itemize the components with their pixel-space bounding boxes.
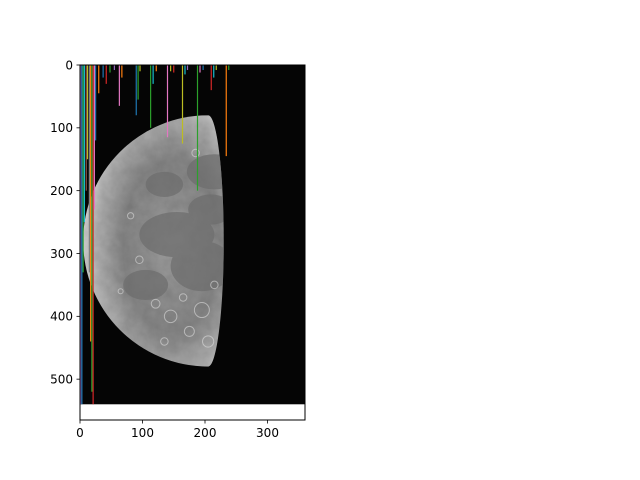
y-tick-label-300: 300	[50, 247, 73, 261]
y-tick-label-100: 100	[50, 121, 73, 135]
y-tick-label-400: 400	[50, 310, 73, 324]
y-tick-label-0: 0	[65, 58, 73, 72]
y-axis: 0 100 200 300 400 500	[50, 58, 80, 386]
overlay-lines	[80, 65, 230, 405]
x-axis: 0 100 200 300	[76, 420, 279, 440]
y-tick-label-500: 500	[50, 372, 73, 386]
axes-frame	[79, 64, 306, 421]
x-tick-label-200: 200	[194, 426, 217, 440]
x-tick-label-100: 100	[131, 426, 154, 440]
x-tick-label-300: 300	[256, 426, 279, 440]
x-tick-label-0: 0	[76, 426, 84, 440]
image-axes: 0 100 200 300 0 100 200 300 400 500	[50, 58, 306, 440]
y-tick-label-200: 200	[50, 184, 73, 198]
